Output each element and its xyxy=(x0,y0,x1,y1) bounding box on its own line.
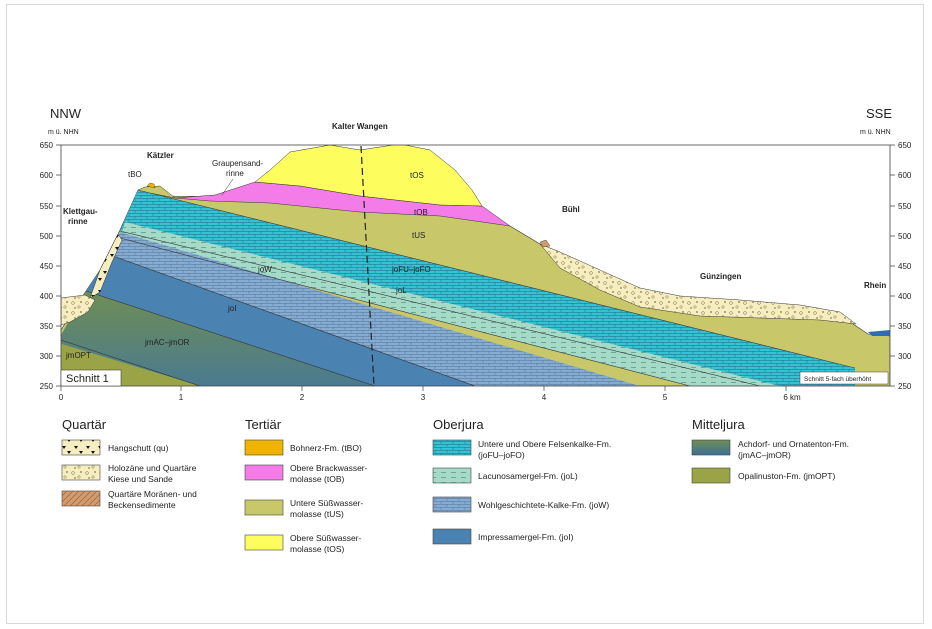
x-tick-label: 5 xyxy=(663,393,668,402)
y-tick-label: 550 xyxy=(40,202,54,211)
legend-heading-quartaer: Quartär xyxy=(62,417,107,432)
exaggeration-note: Schnitt 5-fach überhöht xyxy=(804,376,871,383)
x-tick-label: 2 xyxy=(300,393,305,402)
x-tick-label: 0 xyxy=(59,393,64,402)
y-tick-label-right: 650 xyxy=(898,141,912,150)
legend-label-tUS-2: molasse (tUS) xyxy=(290,509,344,519)
y-tick-label: 650 xyxy=(40,141,54,150)
legend-label-moraenen-2: Beckensedimente xyxy=(108,500,176,510)
y-tick-label: 400 xyxy=(40,292,54,301)
y-tick-label: 500 xyxy=(40,232,54,241)
legend-swatch-tUS xyxy=(244,499,284,516)
legend-label-joL: Lacunosamergel-Fm. (joL) xyxy=(478,471,578,481)
section-title-box xyxy=(60,369,122,387)
legend-swatch-joI xyxy=(432,528,472,545)
unit-right: m ü. NHN xyxy=(860,129,891,136)
legend-swatch-tOS xyxy=(244,534,284,551)
label-jmAC-jmOR: jmAC–jmOR xyxy=(144,338,190,347)
y-tick-label: 600 xyxy=(40,171,54,180)
section-layers xyxy=(61,145,890,386)
legend-swatch-tOB xyxy=(244,464,284,481)
legend-swatch-jmAC-jmOR xyxy=(691,439,731,456)
x-tick-label: 3 xyxy=(421,393,426,402)
legend-label-jmAC-jmOR-2: (jmAC–jmOR) xyxy=(738,450,791,460)
legend-label-jmOPT: Opalinuston-Fm. (jmOPT) xyxy=(738,471,835,481)
section-title: Schnitt 1 xyxy=(66,373,109,385)
legend-label-holozaen-1: Holozäne und Quartäre xyxy=(108,463,197,473)
place-graupensandrinne-2: rinne xyxy=(226,169,244,178)
label-joFU-joFO: joFU–joFO xyxy=(391,265,431,274)
legend-heading-tertiaer: Tertiär xyxy=(245,417,282,432)
place-kaetzler: Kätzler xyxy=(147,151,174,160)
legend-label-tOS-1: Obere Süßwasser- xyxy=(290,533,361,543)
y-tick-label-right: 450 xyxy=(898,262,912,271)
place-buehl: Bühl xyxy=(562,205,580,214)
y-tick-label-right: 400 xyxy=(898,292,912,301)
y-tick-label-right: 350 xyxy=(898,322,912,331)
label-tUS: tUS xyxy=(412,231,425,240)
y-tick-label-right: 550 xyxy=(898,202,912,211)
label-tOB: tOB xyxy=(414,208,428,217)
graupensand-leader xyxy=(221,178,234,196)
fault-line xyxy=(360,145,375,386)
place-klettgaurinne-2: rinne xyxy=(68,217,88,226)
place-kalter-wangen: Kalter Wangen xyxy=(332,122,388,131)
legend-heading-oberjura: Oberjura xyxy=(433,417,484,432)
x-tick-label: 6 km xyxy=(783,393,801,402)
unit-left: m ü. NHN xyxy=(48,129,79,136)
label-joW: joW xyxy=(257,265,272,274)
legend-heading-mitteljura: Mitteljura xyxy=(692,417,746,432)
label-joL: joL xyxy=(395,286,407,295)
layer-tBO xyxy=(146,182,156,189)
label-tBO: tBO xyxy=(128,170,142,179)
x-tick-label: 4 xyxy=(542,393,547,402)
legend-label-tUS-1: Untere Süßwasser- xyxy=(290,498,363,508)
y-tick-marks xyxy=(56,144,895,391)
figure-frame xyxy=(6,4,924,624)
place-klettgaurinne-1: Klettgau- xyxy=(63,207,98,216)
legend-label-joI: Impressamergel-Fm. (joI) xyxy=(478,532,574,542)
y-tick-label-right: 300 xyxy=(898,352,912,361)
y-tick-label: 350 xyxy=(40,322,54,331)
legend-label-tOB-1: Obere Brackwasser- xyxy=(290,463,368,473)
exaggeration-box xyxy=(799,371,889,385)
y-tick-label: 300 xyxy=(40,352,54,361)
y-tick-label: 450 xyxy=(40,262,54,271)
legend-label-jmAC-jmOR-1: Achdorf- und Ornatenton-Fm. xyxy=(738,439,849,449)
legend-label-tBO: Bohnerz-Fm. (tBO) xyxy=(290,443,362,453)
legend-label-hangschutt: Hangschutt (qu) xyxy=(108,443,169,453)
legend-swatch-jmOPT xyxy=(691,467,731,484)
place-graupensandrinne-1: Graupensand- xyxy=(212,159,263,168)
layer-tOS xyxy=(254,145,483,207)
legend-swatch-tBO xyxy=(244,439,284,456)
place-guenzingen: Günzingen xyxy=(700,272,741,281)
label-joI: joI xyxy=(227,304,236,313)
legend-label-moraenen-1: Quartäre Moränen- und xyxy=(108,489,197,499)
place-rhein: Rhein xyxy=(864,281,886,290)
rhein-water xyxy=(868,330,890,336)
layer-jmAC-jmOR xyxy=(61,291,375,386)
legend: Quartär Hangschutt (qu) Holozäne und Qua… xyxy=(61,417,849,554)
legend-label-tOS-2: molasse (tOS) xyxy=(290,544,344,554)
y-tick-label-right: 500 xyxy=(898,232,912,241)
label-jmOPT: jmOPT xyxy=(65,351,91,360)
legend-label-tOB-2: molasse (tOB) xyxy=(290,474,344,484)
x-tick-label: 1 xyxy=(179,393,184,402)
legend-label-holozaen-2: Kiese und Sande xyxy=(108,474,173,484)
layer-joI xyxy=(86,255,475,386)
y-tick-label: 250 xyxy=(40,382,54,391)
direction-right: SSE xyxy=(866,106,892,121)
legend-label-joFU-joFO-2: (joFU–joFO) xyxy=(478,450,525,460)
label-tOS: tOS xyxy=(410,171,424,180)
legend-label-joFU-joFO-1: Untere und Obere Felsenkalke-Fm. xyxy=(478,439,611,449)
direction-left: NNW xyxy=(50,106,82,121)
legend-label-joW: Wohlgeschichtete-Kalke-Fm. (joW) xyxy=(478,500,609,510)
y-tick-label-right: 250 xyxy=(898,382,912,391)
y-tick-label-right: 600 xyxy=(898,171,912,180)
